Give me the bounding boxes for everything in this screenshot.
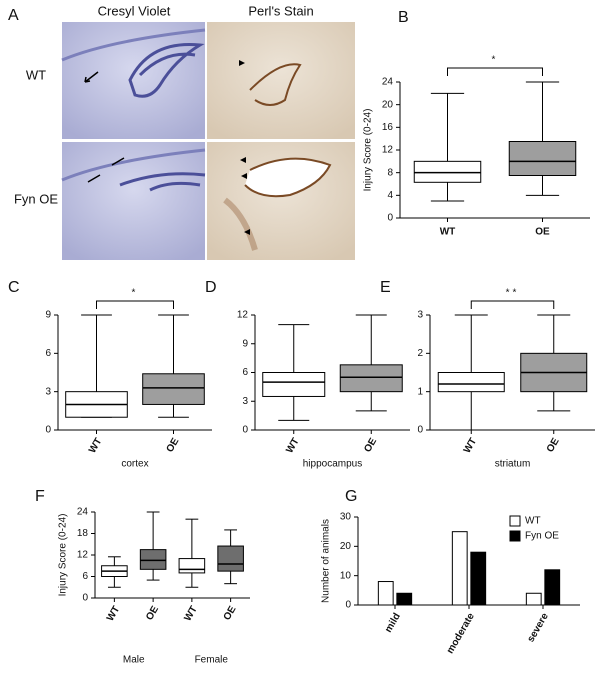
box [139, 549, 167, 570]
x-tick-label: WT [440, 227, 456, 238]
significance-bracket [447, 67, 543, 76]
arrow [84, 71, 99, 83]
legend-label: Fyn OE [525, 531, 559, 542]
box [217, 545, 244, 572]
significance-bracket [470, 300, 555, 309]
x-tick-label: WT [87, 436, 104, 455]
x-axis-label: striatum [495, 459, 531, 470]
box [413, 160, 482, 183]
y-axis-label: Number of animals [321, 519, 332, 603]
y-axis-label: Injury Score (0-24) [58, 514, 69, 597]
group-label: Male [123, 655, 145, 666]
y-tick-label: 3 [45, 386, 51, 397]
box [437, 372, 505, 393]
y-tick-label: 2 [417, 348, 423, 359]
bar [451, 531, 468, 606]
y-tick-label: 0 [82, 593, 88, 604]
group-label: Female [195, 655, 229, 666]
y-tick-label: 0 [417, 425, 423, 436]
bar [377, 581, 394, 606]
legend-swatch [509, 515, 521, 527]
y-tick-label: 3 [417, 310, 423, 321]
panel-letter: G [345, 488, 357, 505]
box [178, 558, 206, 574]
x-tick-label: WT [462, 436, 479, 455]
y-tick-label: 3 [242, 396, 248, 407]
tissue [61, 28, 206, 182]
y-tick-label: 6 [82, 571, 88, 582]
panel-letter: B [398, 9, 409, 26]
y-tick-label: 12 [382, 145, 394, 156]
column-header: Cresyl Violet [98, 3, 171, 18]
column-header: Perl's Stain [248, 3, 313, 18]
legend-swatch [509, 530, 521, 542]
significance-label: * [492, 55, 499, 66]
bar [525, 592, 542, 606]
y-tick-label: 18 [77, 528, 89, 539]
box [339, 364, 403, 393]
x-tick-label: WT [284, 436, 301, 455]
tissue [119, 172, 206, 192]
row-label: Fyn OE [14, 191, 58, 206]
y-tick-label: 24 [77, 507, 89, 518]
bar [396, 592, 413, 606]
tissue [128, 42, 205, 98]
y-tick-label: 12 [237, 310, 249, 321]
panel-letter: E [380, 279, 391, 296]
row-label: WT [26, 67, 46, 82]
significance-label: ** [506, 288, 520, 299]
x-tick-label: severe [526, 611, 552, 644]
box [508, 141, 577, 176]
panel-letter: A [8, 7, 19, 24]
x-tick-label: OE [165, 436, 182, 454]
y-tick-label: 0 [387, 213, 393, 224]
y-tick-label: 20 [340, 541, 352, 552]
box [262, 372, 326, 397]
y-tick-label: 0 [45, 425, 51, 436]
x-axis-label: cortex [121, 459, 148, 470]
panel-letter: C [8, 279, 20, 296]
arrow [87, 157, 125, 183]
significance-label: * [132, 288, 139, 299]
panel-letter: F [35, 488, 45, 505]
x-tick-label: OE [545, 436, 562, 454]
y-tick-label: 0 [345, 600, 351, 611]
panel-letter: D [205, 279, 217, 296]
y-tick-label: 10 [340, 570, 352, 581]
micrographs [61, 22, 355, 260]
y-tick-label: 6 [242, 367, 248, 378]
tissue [249, 63, 302, 106]
x-tick-label: moderate [445, 611, 477, 656]
x-tick-label: OE [535, 227, 550, 238]
significance-bracket [96, 300, 174, 309]
y-tick-label: 0 [242, 425, 248, 436]
y-tick-label: 4 [387, 190, 393, 201]
x-tick-label: mild [383, 611, 403, 634]
y-tick-label: 9 [242, 338, 248, 349]
y-tick-label: 16 [382, 122, 394, 133]
y-tick-label: 24 [382, 77, 394, 88]
box [142, 373, 205, 405]
tissue [223, 197, 258, 251]
tissue [244, 157, 332, 198]
image [207, 22, 355, 139]
y-axis-label: Injury Score (0-24) [363, 109, 374, 192]
x-tick-label: OE [222, 604, 239, 622]
legend-label: WT [525, 516, 541, 527]
y-tick-label: 20 [382, 99, 394, 110]
x-tick-label: OE [144, 604, 161, 622]
bar [470, 551, 487, 606]
y-tick-label: 1 [417, 386, 423, 397]
bar [544, 569, 561, 606]
x-axis-label: hippocampus [303, 459, 362, 470]
y-tick-label: 8 [387, 167, 393, 178]
x-tick-label: WT [105, 604, 122, 623]
x-tick-label: WT [182, 604, 199, 623]
x-tick-label: OE [362, 436, 379, 454]
y-tick-label: 9 [45, 310, 51, 321]
y-tick-label: 6 [45, 348, 51, 359]
y-tick-label: 30 [340, 512, 352, 523]
y-tick-label: 12 [77, 550, 89, 561]
